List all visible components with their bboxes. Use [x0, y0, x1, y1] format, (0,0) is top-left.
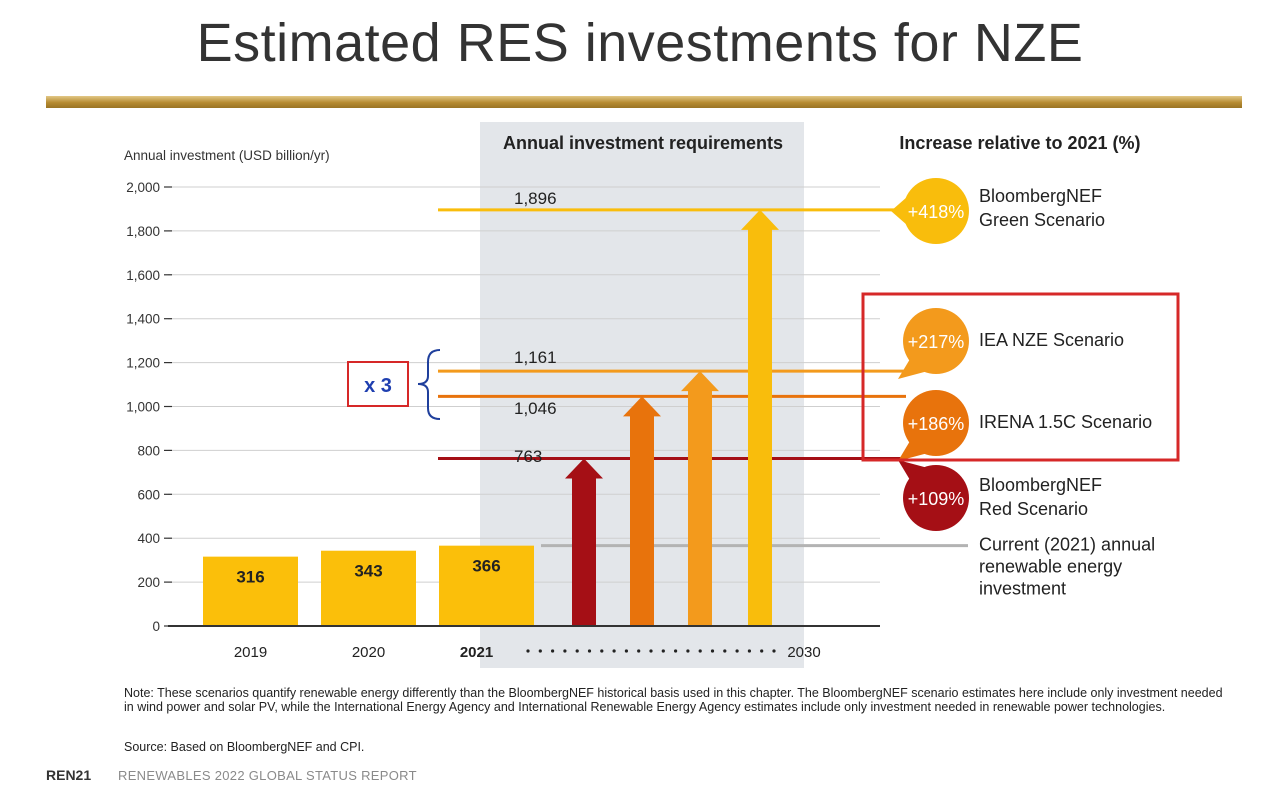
y-tick-label: 1,000: [126, 400, 160, 415]
multiplier-label: x 3: [364, 375, 392, 397]
x-tick-label-end: 2030: [787, 644, 820, 661]
timeline-dot: [575, 649, 579, 653]
timeline-dot: [538, 649, 542, 653]
y-tick-label: 800: [137, 443, 160, 458]
y-tick-label: 1,400: [126, 312, 160, 327]
bracket-shape: [417, 349, 441, 420]
timeline-dot: [612, 649, 616, 653]
bar-value-label: 343: [354, 562, 382, 581]
scenario-value-label: 1,896: [514, 189, 557, 208]
bubble-pointer: [891, 197, 907, 225]
scenario-name-label: Red Scenario: [979, 499, 1088, 519]
scenario-name-label: BloombergNEF: [979, 475, 1102, 495]
bubble-pointer: [898, 359, 928, 379]
timeline-dot: [649, 649, 653, 653]
x-tick-label: 2020: [352, 644, 385, 661]
scenario-arrow: [565, 458, 603, 626]
timeline-dot: [563, 649, 567, 653]
scenario-name-label: IRENA 1.5C Scenario: [979, 412, 1152, 432]
scenario-value-label: 763: [514, 447, 542, 466]
scenario-arrow: [623, 396, 661, 626]
y-axis-ticks: 0 200 400 600 800 1,000 1,200 1,400 1,600 1,800 2,…: [126, 180, 172, 634]
increase-bubble: [903, 390, 969, 456]
historical-bar: [439, 545, 534, 626]
timeline-dot: [686, 649, 690, 653]
y-tick-label: 1,800: [126, 224, 160, 239]
y-tick-label: 1,600: [126, 268, 160, 283]
increase-bubble: [903, 465, 969, 531]
scenario-arrow: [681, 371, 719, 626]
timeline-dot: [723, 649, 727, 653]
requirements-header: Annual investment requirements: [503, 133, 783, 153]
y-axis-label: Annual investment (USD billion/yr): [124, 148, 330, 163]
historical-bars: 316 343 366: [203, 545, 534, 626]
bar-value-label: 366: [472, 557, 500, 576]
increase-percent-label: +418%: [908, 202, 965, 222]
bubble-pointer: [898, 460, 928, 480]
multiplier-box: [347, 361, 409, 407]
highlight-box: [861, 292, 1180, 462]
increase-percent-label: +109%: [908, 489, 965, 509]
chart-source: Source: Based on BloombergNEF and CPI.: [124, 740, 365, 754]
x-tick-label: 2021: [460, 644, 493, 661]
historical-bar: [321, 550, 416, 626]
scenario-value-label: 1,046: [514, 399, 557, 418]
timeline-dot: [698, 649, 702, 653]
increase-bubble: [903, 178, 969, 244]
y-tick-label: 0: [152, 619, 160, 634]
timeline-dot: [735, 649, 739, 653]
timeline-dot: [587, 649, 592, 653]
chart-note: Note: These scenarios quantify renewable…: [124, 686, 1223, 714]
timeline-dot: [772, 649, 776, 653]
timeline-dot: [710, 649, 715, 653]
historical-bar: [203, 556, 298, 626]
scenario-arrow: [741, 209, 779, 626]
x-tick-label: 2019: [234, 644, 267, 661]
scenario-name-label: Green Scenario: [979, 210, 1105, 230]
increase-header: Increase relative to 2021 (%): [899, 133, 1140, 153]
current-line-label: renewable energy: [979, 557, 1122, 577]
timeline-dot: [624, 649, 629, 653]
timeline-dot: [747, 649, 752, 653]
y-tick-label: 600: [137, 487, 160, 502]
y-tick-label: 2,000: [126, 180, 160, 195]
title-divider: [46, 96, 1242, 108]
timeline-dot: [551, 649, 555, 653]
increase-bubble: [903, 308, 969, 374]
investment-chart: Annual investment requirements Increase …: [124, 122, 1180, 668]
scenario-name-label: IEA NZE Scenario: [979, 330, 1124, 350]
current-line-label: Current (2021) annual: [979, 535, 1155, 555]
footer-brand: REN21: [46, 767, 92, 783]
timeline-dot: [661, 649, 665, 653]
timeline-dot: [526, 649, 530, 653]
x-axis: 2019 2020 2021 2030: [168, 625, 880, 661]
bar-value-label: 316: [236, 568, 264, 587]
timeline-dot: [600, 649, 604, 653]
current-line-label: investment: [979, 579, 1066, 599]
increase-percent-label: +186%: [908, 414, 965, 434]
y-tick-label: 200: [137, 575, 160, 590]
scenario-value-label: 1,161: [514, 348, 557, 367]
timeline-dot: [637, 649, 641, 653]
slide-title: Estimated RES investments for NZE: [196, 13, 1084, 73]
timeline-dot: [760, 649, 764, 653]
footer-report-title: RENEWABLES 2022 GLOBAL STATUS REPORT: [118, 768, 417, 783]
bubble-pointer: [898, 441, 928, 461]
timeline-dot: [674, 649, 678, 653]
y-tick-label: 1,200: [126, 356, 160, 371]
scenario-name-label: BloombergNEF: [979, 186, 1102, 206]
y-tick-label: 400: [137, 531, 160, 546]
increase-percent-label: +217%: [908, 332, 965, 352]
